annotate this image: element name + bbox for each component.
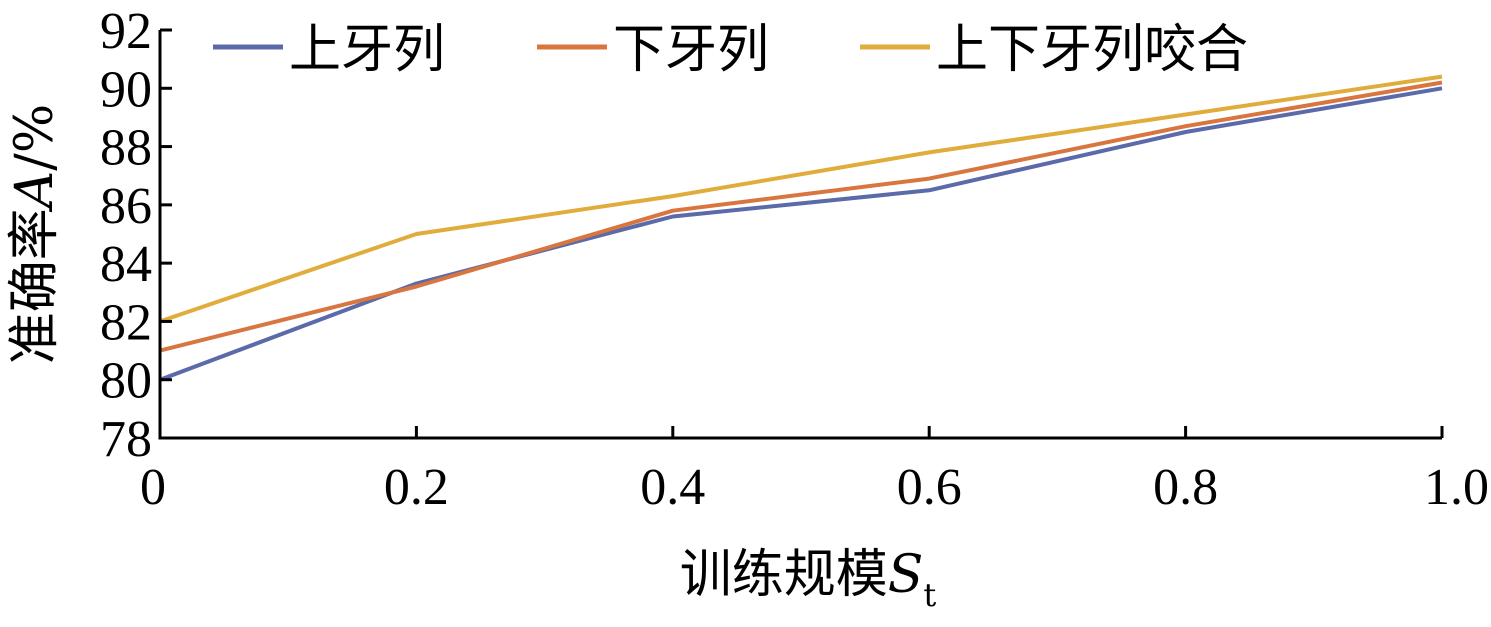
y-tick-label: 84 — [100, 236, 152, 293]
series-line-2 — [159, 74, 1443, 324]
x-ticks: 0 0.2 0.4 0.6 0.8 1.0 — [140, 426, 1489, 516]
y-tick-label: 88 — [100, 120, 152, 177]
legend-label-0: 上牙列 — [289, 20, 445, 80]
x-tick-label: 0.2 — [384, 459, 449, 516]
axes — [158, 30, 1442, 440]
y-tick-label: 82 — [100, 294, 152, 351]
series-layer — [159, 74, 1443, 382]
y-axis-title-unit: /% — [5, 104, 65, 171]
x-axis-title-text: 训练规模 — [680, 545, 888, 605]
x-axis-title-symbol: S — [888, 545, 924, 605]
y-tick-label: 80 — [100, 353, 152, 410]
legend-label-1: 下牙列 — [613, 20, 769, 80]
x-tick-label: 1.0 — [1424, 459, 1489, 516]
x-tick-label: 0.4 — [640, 459, 705, 516]
x-axis-title: 训练规模St — [680, 545, 937, 614]
y-tick-label: 86 — [100, 178, 152, 235]
y-tick-label: 92 — [100, 3, 152, 60]
y-axis-title-symbol: A — [5, 171, 65, 213]
series-line-0 — [159, 86, 1443, 382]
legend-label-2: 上下牙列咬合 — [936, 20, 1248, 80]
y-axis-title: 准确率A/% — [5, 104, 65, 365]
y-tick-label: 90 — [100, 61, 152, 118]
x-axis-title-subscript: t — [923, 576, 936, 614]
legend: 上牙列 下牙列 上下牙列咬合 — [213, 20, 1248, 80]
y-axis-title-text: 准确率 — [5, 208, 65, 364]
series-line-1 — [159, 80, 1443, 353]
x-tick-label: 0.6 — [897, 459, 962, 516]
x-tick-label: 0.8 — [1153, 459, 1218, 516]
x-tick-label: 0 — [140, 459, 166, 516]
y-tick-label: 78 — [100, 411, 152, 468]
